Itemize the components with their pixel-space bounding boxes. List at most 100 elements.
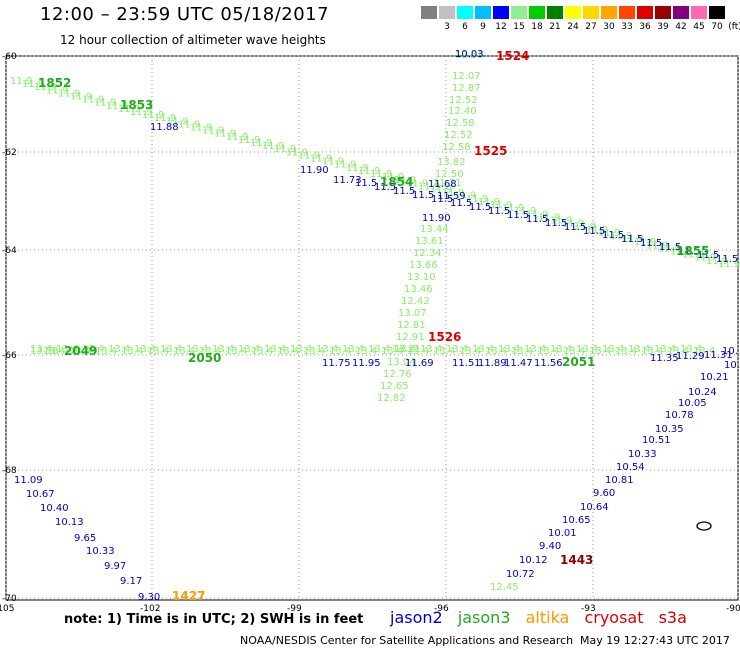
axis-labels: -60 -62 -64 -66 -68 -70-105 -102 -99 -96 -93 -90	[0, 52, 740, 614]
colorbar-swatch	[474, 5, 492, 20]
jason3-horizontal-value: 13.4	[511, 346, 533, 357]
jason3-diagonal-value: 11.9	[598, 228, 620, 239]
jason2-swh-value: 11.59	[437, 191, 466, 202]
colorbar-swatch	[582, 5, 600, 20]
jason3-diagonal-value: 11.9	[262, 141, 284, 152]
satellite-tracks: 11.911.911.911.911.911.911.911.911.911.9…	[10, 49, 740, 603]
colorbar-swatch	[492, 5, 510, 20]
jason3-horizontal-value: 13.4	[537, 346, 559, 357]
small-island-outline	[696, 521, 712, 531]
colorbar-label: 18	[531, 22, 543, 32]
colorbar-swatch	[690, 5, 708, 20]
jason3-diagonal-value: 11.9	[610, 231, 632, 242]
colorbar-swatch	[708, 5, 726, 20]
pass-time-label: 1443	[560, 553, 593, 567]
colorbar-swatch	[564, 5, 582, 20]
jason3-horizontal-value: 13.4	[524, 344, 546, 355]
jason3-diagonal-value: 11.9	[58, 88, 80, 99]
jason3-swh-value: 12.50	[435, 169, 464, 180]
jason3-diagonal-value: 11.9	[574, 222, 596, 233]
colorbar-swatch	[636, 5, 654, 20]
jason2-swh-value: 9.60	[593, 488, 615, 499]
jason3-swh-value: 13.61	[415, 236, 444, 247]
jason3-swh-value: 11.11	[433, 178, 462, 189]
jason2-swh-value: 11.89	[478, 358, 507, 369]
jason3-diagonal-value: 11.9	[634, 237, 656, 248]
jason3-horizontal-value: 13.4	[368, 344, 390, 355]
jason2-swh-value: 10.81	[605, 475, 634, 486]
colorbar-swatch	[672, 5, 690, 20]
jason3-diagonal-value: 11.9	[718, 259, 740, 270]
jason3-swh-value: 12.58	[446, 118, 475, 129]
jason3-diagonal-value: 11.9	[22, 79, 44, 90]
jason3-diagonal-value: 11.9	[622, 234, 644, 245]
jason3-horizontal-value: 13.4	[121, 346, 143, 357]
jason2-diagonal-value: 11.5	[469, 202, 491, 213]
jason3-diagonal-value: 11.9	[682, 250, 704, 261]
jason3-diagonal-value: 11.9	[706, 256, 728, 267]
jason2-swh-value: 11.73	[333, 175, 362, 186]
jason2-diagonal-value: 11.5	[393, 186, 415, 197]
jason2-swh-value: 10.51	[642, 435, 671, 446]
footer-credit: NOAA/NESDIS Center for Satellite Applica…	[240, 634, 574, 647]
jason3-diagonal-value: 11.9	[130, 107, 152, 118]
colorbar-label: 15	[513, 22, 525, 32]
jason2-swh-value: 10.33	[628, 449, 657, 460]
jason3-swh-value: 12.81	[397, 320, 426, 331]
jason3-diagonal-value: 11.9	[118, 104, 140, 115]
jason3-swh-value: 12.52	[444, 130, 473, 141]
jason3-diagonal-value: 11.9	[550, 216, 572, 227]
jason3-swh-value: 13.82	[437, 157, 466, 168]
jason3-horizontal-value: 13.4	[667, 346, 689, 357]
jason3-diagonal-value: 11.9	[10, 76, 32, 87]
jason3-horizontal-value: 13.4	[550, 344, 572, 355]
jason3-diagonal-value: 11.9	[346, 163, 368, 174]
jason2-swh-value: 11.90	[422, 213, 451, 224]
wave-height-colorbar	[420, 5, 726, 20]
jason3-horizontal-value: 13.4	[576, 344, 598, 355]
pass-time-label: 1854	[380, 175, 413, 189]
lat-label: -64	[2, 246, 17, 256]
jason3-diagonal-value: 11.9	[514, 206, 536, 217]
jason2-diagonal-value: 11.5	[716, 254, 738, 265]
pass-time-label: 1524	[496, 49, 529, 63]
jason3-diagonal-value: 11.9	[106, 101, 128, 112]
jason3-swh-value: 13.44	[420, 224, 449, 235]
lat-label: -62	[2, 148, 17, 158]
note: note: 1) Time is in UTC; 2) SWH is in fe…	[64, 612, 364, 627]
jason2-swh-value: 11.47	[504, 358, 533, 369]
jason3-diagonal-value: 11.9	[418, 181, 440, 192]
jason2-swh-value: 11.90	[300, 165, 329, 176]
jason3-swh-value: 12.34	[413, 248, 442, 259]
jason2-swh-value: 11.09	[14, 475, 43, 486]
legend-altika: altika	[525, 608, 570, 627]
jason2-diagonal-value: 11.5	[450, 198, 472, 209]
jason2-swh-value: 10.03	[455, 49, 484, 60]
jason2-swh-value: 10.67	[26, 489, 55, 500]
lat-label: -60	[2, 52, 17, 62]
jason2-diagonal-value: 11.5	[374, 182, 396, 193]
colorbar-unit: (ft)	[728, 22, 740, 32]
jason3-horizontal-value: 13.4	[446, 344, 468, 355]
jason3-horizontal-value: 13.4	[420, 344, 442, 355]
colorbar-label: 12	[495, 22, 507, 32]
colorbar-label: 6	[462, 22, 468, 32]
jason3-swh-value: 13.66	[409, 260, 438, 271]
pass-time-label: 1427	[172, 589, 205, 603]
colorbar-label: 45	[693, 22, 705, 32]
jason3-diagonal-value: 11.9	[646, 240, 668, 251]
satellite-legend: jason2 jason3 altika cryosat s3a	[390, 608, 697, 627]
jason3-swh-value: 12.58	[455, 50, 484, 61]
jason2-swh-value: 10.	[722, 346, 738, 357]
colorbar-swatch	[600, 5, 618, 20]
jason3-horizontal-value: 13.4	[407, 346, 429, 357]
colorbar-label: 27	[585, 22, 597, 32]
jason3-horizontal-value: 13.4	[303, 346, 325, 357]
jason3-swh-value: 12.07	[452, 71, 481, 82]
jason3-swh-value: 12.82	[377, 393, 406, 404]
map-subtitle: 12 hour collection of altimeter wave hei…	[60, 33, 326, 47]
lat-label: -68	[2, 466, 17, 476]
jason3-horizontal-value: 13.4	[108, 344, 130, 355]
pass-time-label: 2049	[64, 344, 97, 358]
